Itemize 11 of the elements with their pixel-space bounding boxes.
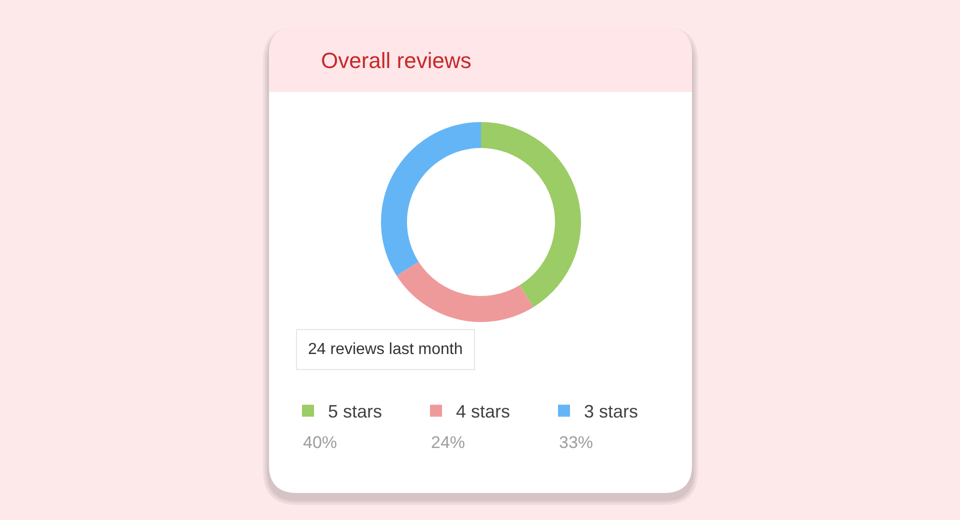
data-label: 24% [431,433,466,452]
data-label: 33% [559,433,594,452]
donut-slice [396,262,534,322]
donut-slice [381,122,481,276]
legend-label: 4 stars [456,402,510,422]
data-label: 40% [303,433,338,452]
text: 24 reviews last month [308,341,463,358]
legend-label: 3 stars [584,402,638,422]
legend-label: 5 stars [328,402,382,422]
chart-title: Overall reviews [321,48,472,73]
donut-slice [481,122,581,308]
